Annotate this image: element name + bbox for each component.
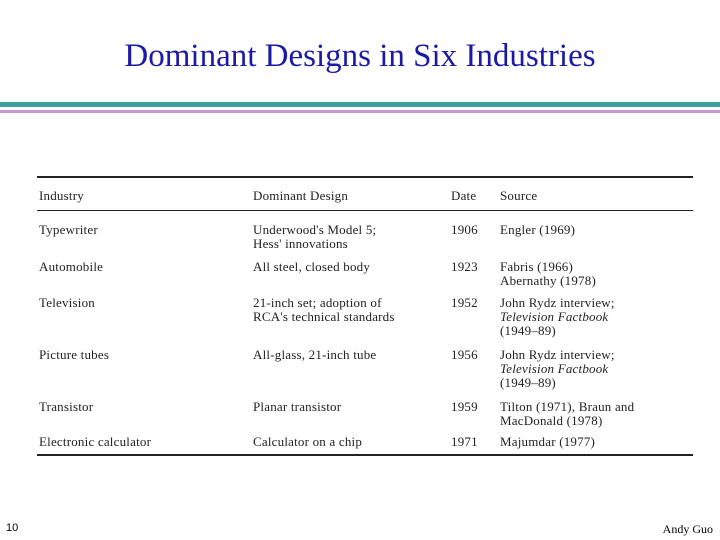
cell-line: Picture tubes: [39, 347, 110, 362]
slide-title: Dominant Designs in Six Industries: [124, 38, 596, 74]
title-rule: [0, 102, 720, 107]
table-cell: 1959: [451, 400, 478, 414]
cell-line: Majumdar (1977): [500, 434, 596, 449]
table-rule: [37, 210, 693, 211]
cell-line: Engler (1969): [500, 222, 576, 237]
cell-line: John Rydz interview;: [500, 295, 615, 310]
cell-line: All steel, closed body: [253, 259, 371, 274]
table-cell: John Rydz interview; Television Factbook(…: [500, 296, 615, 338]
cell-line: 21-inch set; adoption of: [253, 295, 382, 310]
cell-line: Electronic calculator: [39, 434, 152, 449]
table-cell: 1952: [451, 296, 478, 310]
table-rule: [37, 454, 693, 456]
cell-line: Transistor: [39, 399, 94, 414]
cell-line: MacDonald (1978): [500, 413, 603, 428]
table-cell: 1923: [451, 260, 478, 274]
cell-line: Television Factbook: [500, 309, 609, 324]
cell-line: Television Factbook: [500, 361, 609, 376]
cell-line: Fabris (1966): [500, 259, 574, 274]
table-cell: 1971: [451, 435, 478, 449]
page-number: 10: [6, 522, 19, 534]
cell-line: 1971: [451, 434, 478, 449]
cell-line: Tilton (1971), Braun and: [500, 399, 635, 414]
table-cell: Majumdar (1977): [500, 435, 595, 449]
cell-line: Planar transistor: [253, 399, 342, 414]
table-rule: [37, 176, 693, 178]
cell-line: Television: [39, 295, 95, 310]
header-cell: Industry: [39, 188, 84, 203]
title-rule: [0, 110, 720, 113]
table-cell: Calculator on a chip: [253, 435, 362, 449]
cell-line: 1923: [451, 259, 478, 274]
cell-line: RCA's technical standards: [253, 309, 395, 324]
table-cell: All steel, closed body: [253, 260, 370, 274]
cell-line: Abernathy (1978): [500, 273, 596, 288]
cell-line: John Rydz interview;: [500, 347, 615, 362]
cell-line: Hess' innovations: [253, 236, 348, 251]
table-cell: Tilton (1971), Braun and MacDonald (1978): [500, 400, 634, 428]
table-cell: Electronic calculator: [39, 435, 151, 449]
cell-line: 1959: [451, 399, 478, 414]
table-cell: John Rydz interview; Television Factbook(…: [500, 348, 615, 390]
table-cell: Typewriter: [39, 223, 98, 237]
table-cell: 1906: [451, 223, 478, 237]
cell-line: 1952: [451, 295, 478, 310]
table-cell: All-glass, 21-inch tube: [253, 348, 376, 362]
cell-line: (1949–89): [500, 323, 556, 338]
table-cell: Picture tubes: [39, 348, 109, 362]
cell-line: Typewriter: [39, 222, 98, 237]
cell-line: All-glass, 21-inch tube: [253, 347, 377, 362]
cell-line: 1956: [451, 347, 478, 362]
table-cell: 1956: [451, 348, 478, 362]
table-cell: 21-inch set; adoption of RCA's technical …: [253, 296, 395, 324]
table-cell: Planar transistor: [253, 400, 341, 414]
cell-line: (1949–89): [500, 375, 556, 390]
header-cell: Date: [451, 188, 477, 203]
table: Industry Dominant Design Date Source Typewri…: [37, 176, 693, 456]
table-cell: Transistor: [39, 400, 93, 414]
cell-line: Automobile: [39, 259, 104, 274]
table-cell: Automobile: [39, 260, 103, 274]
cell-line: Underwood's Model 5;: [253, 222, 377, 237]
table-cell: Fabris (1966) Abernathy (1978): [500, 260, 596, 288]
table-cell: Engler (1969): [500, 223, 575, 237]
table-cell: Underwood's Model 5; Hess' innovations: [253, 223, 376, 251]
header-cell: Source: [500, 188, 538, 203]
author: Andy Guo: [662, 522, 713, 536]
cell-line: Calculator on a chip: [253, 434, 363, 449]
header-cell: Dominant Design: [253, 188, 349, 203]
cell-line: 1906: [451, 222, 478, 237]
table-cell: Television: [39, 296, 95, 310]
